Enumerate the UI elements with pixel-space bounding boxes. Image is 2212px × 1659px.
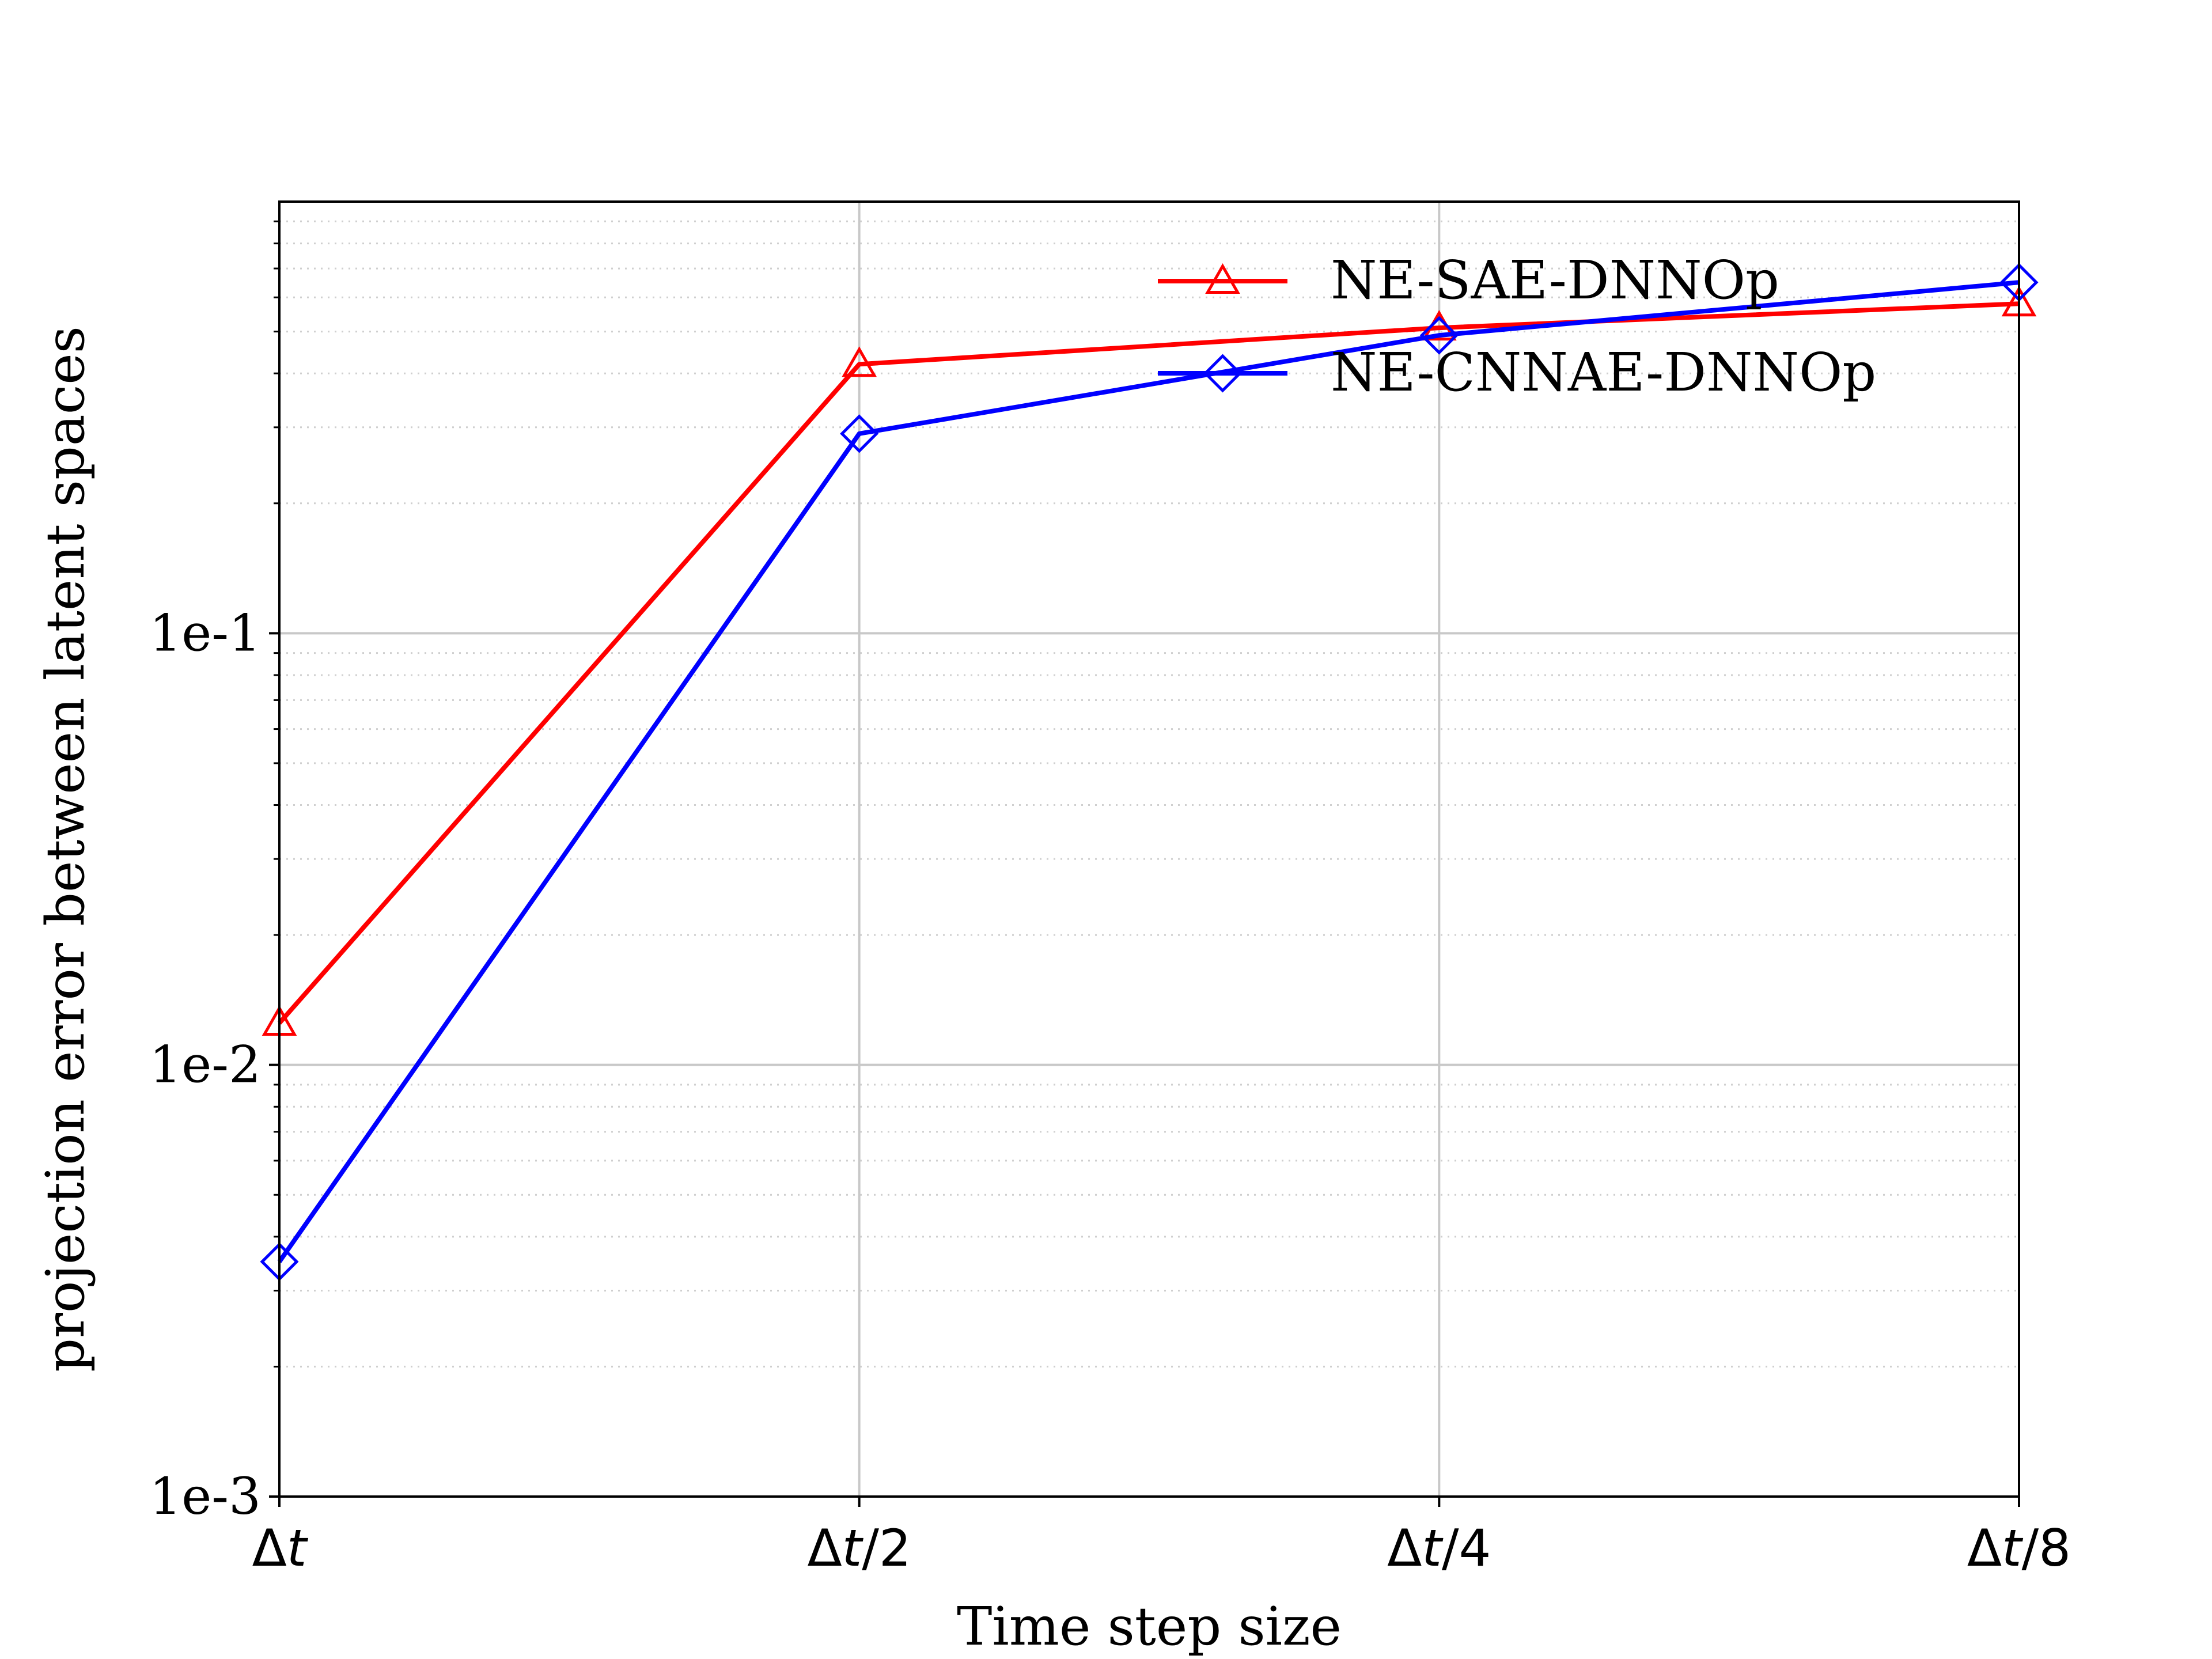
- legend-item: NE-SAE-DNNOp: [1158, 249, 1779, 311]
- series-line: [277, 280, 2020, 1263]
- x-tick-label: Δt: [252, 1518, 309, 1578]
- series-line: [277, 301, 2020, 1025]
- data-point: [840, 414, 879, 453]
- ticks: 1e-3 1e-2 1e-1 Δt Δt/2 Δt/4 Δt/8: [149, 220, 2071, 1578]
- y-tick-label: 1e-2: [149, 1035, 261, 1094]
- legend-label: NE-SAE-DNNOp: [1331, 249, 1779, 311]
- data-point: [842, 346, 877, 377]
- x-tick-label: Δt/2: [807, 1518, 911, 1578]
- y-axis-label: projection error between latent spaces: [35, 326, 96, 1372]
- legend-marker: [1205, 263, 1240, 294]
- x-tick-label: Δt/4: [1387, 1518, 1491, 1578]
- y-tick-label: 1e-1: [149, 603, 261, 662]
- y-tick-label: 1e-3: [149, 1467, 261, 1526]
- series-layer: [260, 263, 2039, 1281]
- legend-label: NE-CNNAE-DNNOp: [1331, 342, 1876, 403]
- legend: NE-SAE-DNNOp NE-CNNAE-DNNOp: [1158, 249, 1876, 403]
- data-point: [1419, 316, 1459, 355]
- x-tick-label: Δt/8: [1967, 1518, 2071, 1578]
- legend-item: NE-CNNAE-DNNOp: [1158, 342, 1876, 403]
- legend-marker: [1203, 354, 1243, 393]
- plot-frame: [278, 200, 2020, 1498]
- x-axis-label: Time step size: [957, 1596, 1342, 1657]
